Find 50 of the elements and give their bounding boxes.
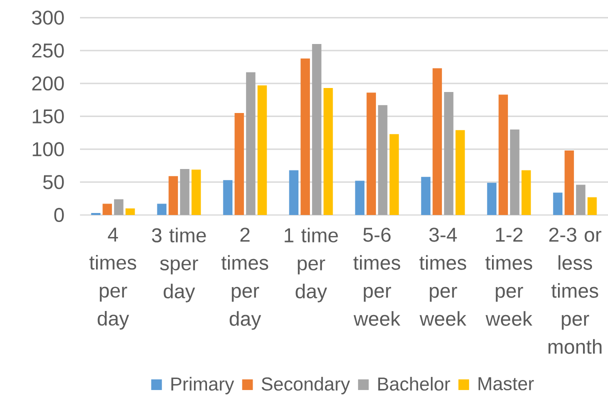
bar	[553, 192, 562, 215]
bar	[157, 204, 166, 215]
bar	[588, 197, 597, 215]
bar	[246, 72, 256, 215]
bar	[498, 94, 508, 215]
bar	[312, 44, 322, 215]
bar	[444, 92, 454, 215]
bar	[234, 113, 244, 215]
x-tick-label: 2 times per day	[221, 228, 268, 330]
bar	[258, 85, 267, 215]
legend-label: Primary	[171, 376, 234, 394]
bar	[300, 58, 310, 215]
y-tick-label: 100	[32, 142, 64, 156]
y-tick-label: 300	[32, 10, 64, 25]
y-tick-label: 0	[54, 208, 64, 222]
bar	[324, 88, 333, 215]
bar	[390, 134, 399, 215]
legend-label: Secondary	[262, 376, 350, 394]
bar	[564, 150, 574, 215]
bar	[522, 170, 531, 215]
x-tick-label: 4 times per day	[89, 228, 136, 330]
bar	[168, 176, 178, 215]
y-tick-label: 200	[32, 76, 64, 91]
bar	[421, 176, 430, 215]
x-tick-label: 5-6 times per week	[353, 228, 400, 326]
bar	[355, 180, 364, 215]
bar	[487, 182, 496, 215]
bar	[576, 184, 586, 215]
bar	[114, 199, 124, 215]
bar	[510, 129, 520, 215]
x-tick-label: 1-2 times per week	[485, 228, 532, 326]
x-tick-label: 3 time sper day	[152, 228, 206, 302]
bar	[126, 208, 135, 215]
bar	[223, 180, 232, 215]
bar	[432, 68, 442, 215]
bar	[102, 204, 112, 215]
bar	[366, 92, 376, 215]
x-tick-label: 1 time per day	[284, 228, 338, 302]
bar	[289, 170, 298, 215]
y-tick-label: 250	[32, 43, 64, 58]
x-tick-label: 2-3 or less times per month	[548, 228, 602, 354]
y-tick-label: 50	[43, 175, 64, 190]
bar	[180, 168, 190, 215]
bar	[378, 105, 388, 215]
x-tick-label: 3-4 times per week	[419, 228, 466, 326]
bar	[456, 130, 465, 215]
bar	[192, 170, 201, 215]
legend-label: Master	[478, 377, 534, 390]
y-tick-label: 150	[32, 109, 64, 124]
legend-label: Bachelor	[378, 376, 450, 391]
